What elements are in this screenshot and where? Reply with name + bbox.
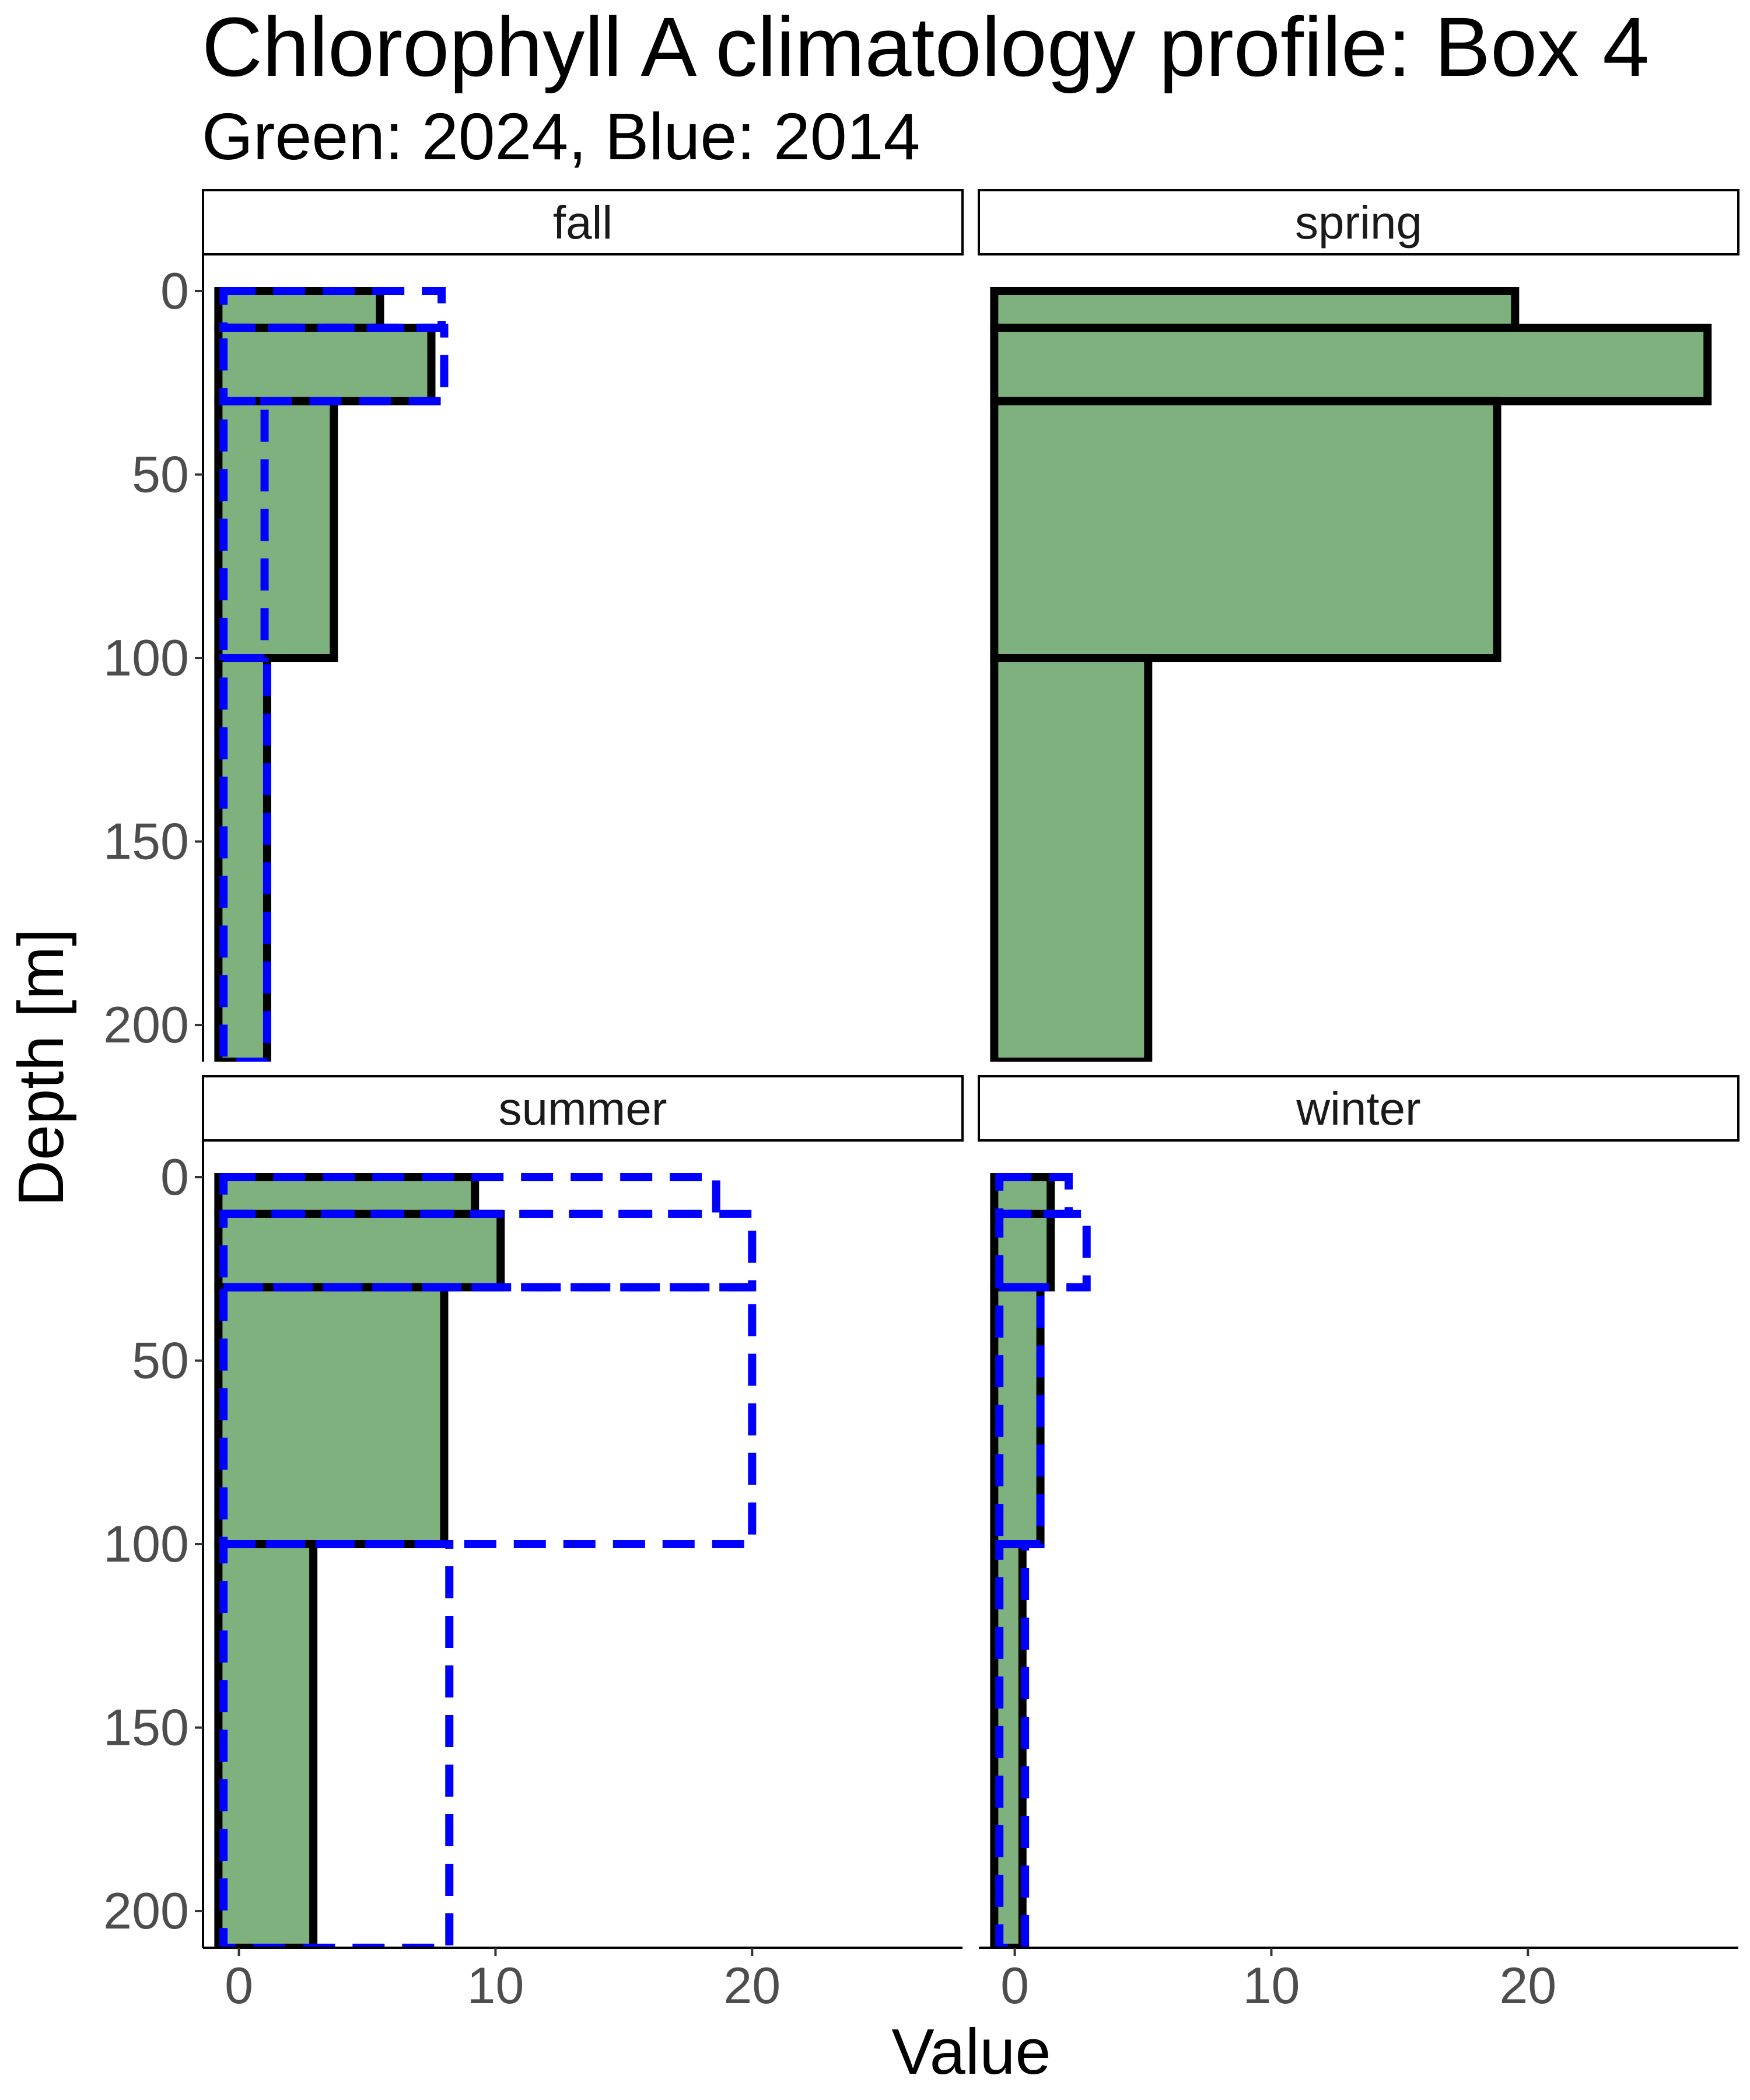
x-tick-label: 0 bbox=[1000, 1957, 1029, 2014]
y-tick-label: 50 bbox=[132, 446, 189, 503]
bar-2014-winter-layer-4 bbox=[995, 1540, 1030, 1948]
bar-2024-fall-layer-2 bbox=[214, 323, 436, 405]
bar-2014-summer-layer-3 bbox=[219, 1283, 757, 1549]
facet-strip bbox=[202, 189, 964, 256]
x-axis-title: Value bbox=[891, 2016, 1051, 2088]
facet-strip-label: summer bbox=[499, 1083, 667, 1135]
chart-title: Chlorophyll A climatology profile: Box 4 bbox=[202, 0, 1649, 94]
marks bbox=[214, 287, 449, 1062]
facet-strip bbox=[978, 1075, 1740, 1142]
bar-2024-spring-layer-1 bbox=[990, 287, 1520, 332]
y-tick-label: 150 bbox=[103, 1699, 189, 1756]
facet-panel-fall: fall 0 50 100 150 200 bbox=[103, 189, 964, 1062]
y-tick-label: 0 bbox=[160, 262, 189, 320]
bar-2024-summer-layer-1 bbox=[214, 1173, 480, 1218]
bar-2014-summer-layer-4 bbox=[219, 1540, 454, 1948]
bar-2024-summer-layer-4 bbox=[214, 1540, 318, 1948]
y-tick-label: 200 bbox=[103, 996, 189, 1054]
marks bbox=[990, 287, 1712, 1062]
bar-2024-summer-layer-2 bbox=[214, 1209, 505, 1292]
facet-panel-winter: winter 0 10 20 bbox=[978, 1075, 1740, 2014]
x-tick-label: 10 bbox=[467, 1957, 524, 2014]
facet-panels: fall050100150200springsummer050100150200… bbox=[103, 189, 1740, 2014]
y-tick-label: 100 bbox=[103, 629, 189, 687]
bar-2024-spring-layer-3 bbox=[990, 397, 1502, 663]
facet-strip-label: winter bbox=[1296, 1083, 1420, 1135]
bar-2024-spring-layer-2 bbox=[990, 323, 1712, 405]
bar-2014-summer-layer-1 bbox=[219, 1173, 720, 1218]
x-tick-label: 0 bbox=[225, 1957, 253, 2014]
facet-strip bbox=[202, 1075, 964, 1142]
bar-2024-spring-layer-4 bbox=[990, 654, 1153, 1062]
facet-strip-label: spring bbox=[1295, 197, 1422, 249]
bar-2024-fall-layer-1 bbox=[214, 287, 384, 332]
bar-2014-winter-layer-2 bbox=[995, 1209, 1091, 1292]
y-tick-label: 200 bbox=[103, 1882, 189, 1940]
y-tick-label: 50 bbox=[132, 1332, 189, 1390]
bar-2024-fall-layer-3 bbox=[214, 397, 338, 663]
marks bbox=[214, 1173, 757, 1948]
y-axis-title: Depth [m] bbox=[5, 929, 77, 1207]
bar-2024-summer-layer-3 bbox=[214, 1283, 449, 1549]
x-tick-label: 20 bbox=[1499, 1957, 1556, 2014]
x-tick-label: 10 bbox=[1243, 1957, 1300, 2014]
facet-panel-spring: spring bbox=[978, 189, 1740, 1062]
bar-2014-fall-layer-2 bbox=[219, 323, 449, 405]
x-tick-label: 20 bbox=[723, 1957, 780, 2014]
facet-panel-summer: summer 0 50 100 150 200 0 10 20 bbox=[103, 1075, 964, 2014]
facet-strip bbox=[978, 189, 1740, 256]
marks bbox=[990, 1173, 1091, 1948]
y-tick-label: 150 bbox=[103, 813, 189, 870]
chart-subtitle: Green: 2024, Blue: 2014 bbox=[202, 100, 920, 173]
bar-2014-fall-layer-4 bbox=[219, 654, 271, 1062]
facet-strip-label: fall bbox=[553, 197, 612, 249]
y-tick-label: 0 bbox=[160, 1148, 189, 1206]
y-tick-label: 100 bbox=[103, 1515, 189, 1573]
